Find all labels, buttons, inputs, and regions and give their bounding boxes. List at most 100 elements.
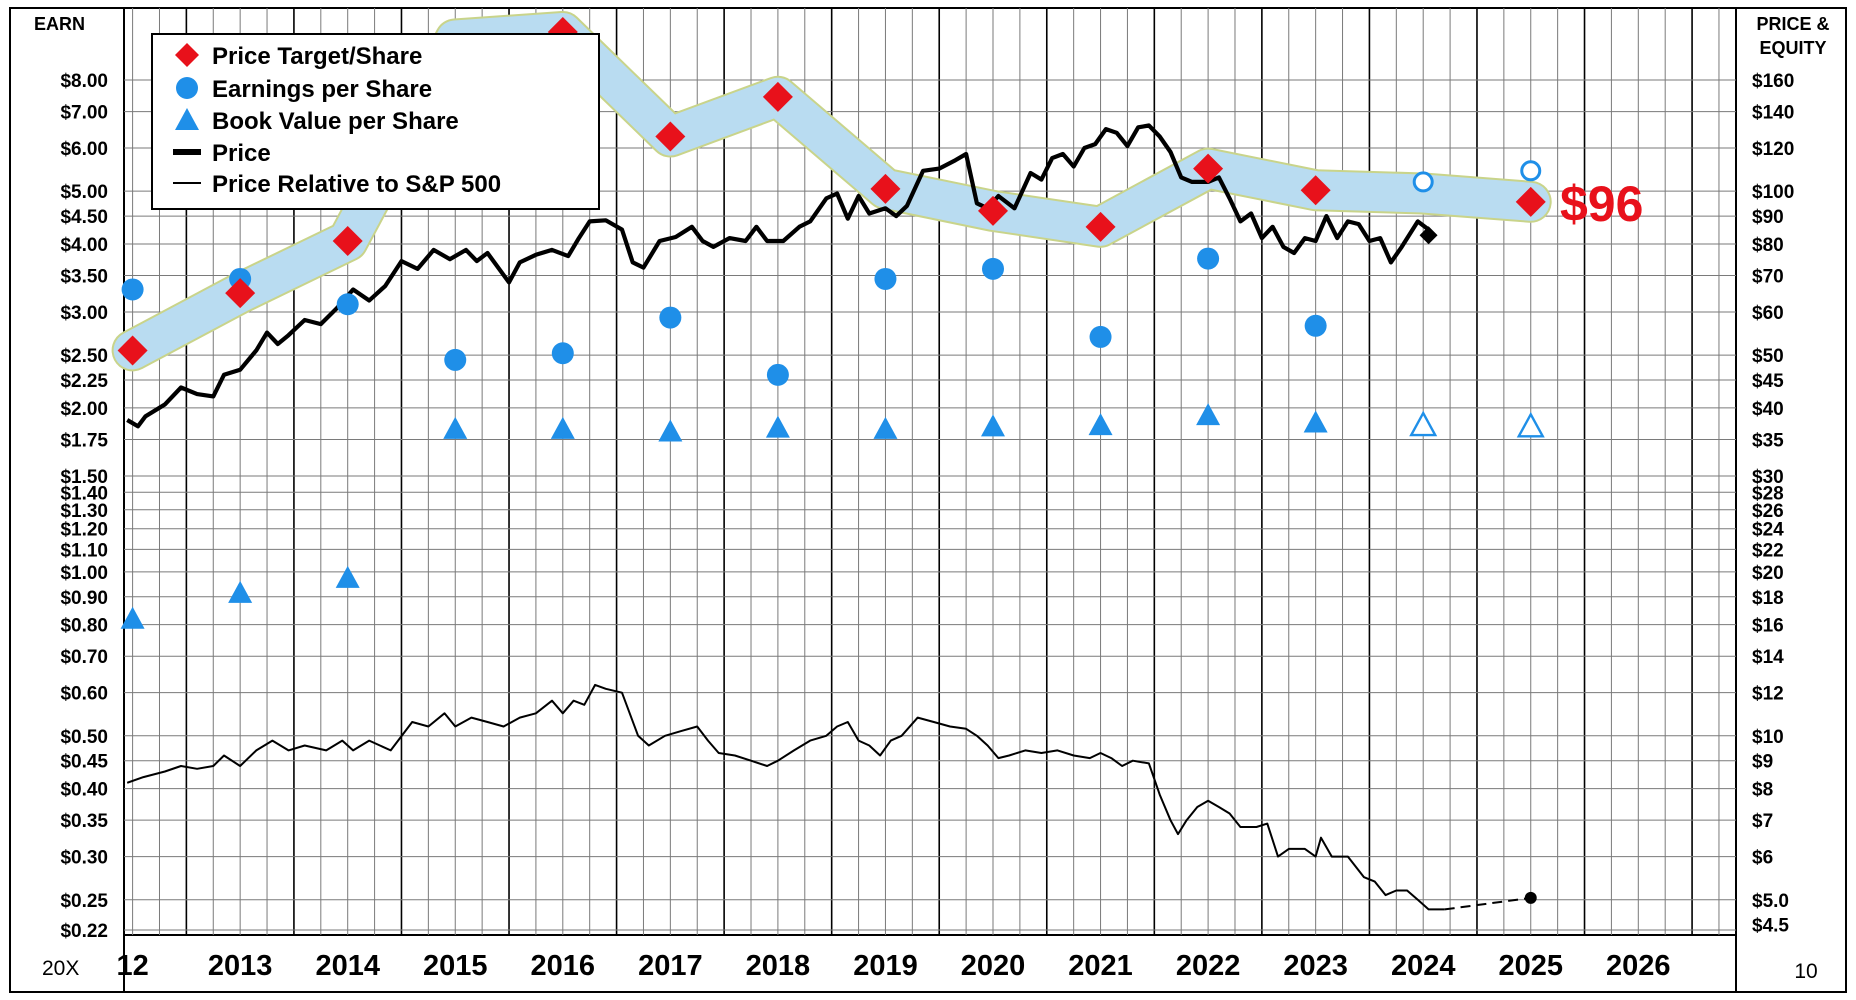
left-tick-label: $2.25 [60,371,108,392]
x-tick-label: 2022 [1176,950,1241,982]
x-tick-label: 2016 [531,950,596,982]
eps-marker [874,267,897,290]
price-target-marker [225,278,256,309]
right-tick-label: $7 [1752,811,1773,832]
left-tick-label: $1.30 [60,501,108,522]
eps-marker [766,363,789,386]
eps-marker [1089,325,1112,348]
right-tick-label: $60 [1752,303,1784,324]
book-value-marker [120,606,145,629]
book-value-marker [335,565,360,588]
right-tick-label: $26 [1752,501,1784,522]
price-target-marker [117,335,148,366]
right-tick-label: $8 [1752,780,1773,801]
eps-marker [1304,314,1327,337]
right-tick-label: $80 [1752,235,1784,256]
book-value-marker [873,416,898,439]
right-tick-label: $50 [1752,346,1784,367]
right-tick-label: $16 [1752,616,1784,637]
right-axis-title-line-2: EQUITY [1759,38,1826,58]
right-tick-label: $120 [1752,139,1794,160]
legend-box [151,33,600,210]
left-axis-title: EARN [34,14,85,34]
legend-label-relative: Price Relative to S&P 500 [212,171,501,198]
price-target-marker [655,121,686,152]
book-value-marker [1516,411,1545,438]
right-tick-label: $90 [1752,207,1784,228]
corner-label-left: 20X [42,957,79,980]
left-tick-label: $0.22 [60,921,108,942]
left-tick-label: $5.00 [60,182,108,203]
left-tick-label: $1.75 [60,430,108,451]
left-tick-label: $1.20 [60,520,108,541]
x-tick-label: 2019 [853,950,918,982]
right-tick-label: $12 [1752,684,1784,705]
legend-label-price: Price [212,140,271,167]
outer-frame [9,7,1847,993]
left-tick-label: $0.35 [60,811,108,832]
right-axis-title-line-1: PRICE & [1756,14,1829,34]
left-tick-label: $1.40 [60,483,108,504]
book-value-marker [550,416,575,439]
right-tick-label: $28 [1752,483,1784,504]
right-tick-label: $20 [1752,563,1784,584]
right-tick-label: $10 [1752,727,1784,748]
eps-marker [551,342,574,365]
left-tick-label: $3.50 [60,267,108,288]
right-tick-label: $70 [1752,267,1784,288]
left-tick-label: $8.00 [60,71,108,92]
right-tick-label: $40 [1752,399,1784,420]
x-tick-label: 2025 [1498,950,1563,982]
x-tick-label: 2013 [208,950,273,982]
left-tick-label: $2.00 [60,399,108,420]
book-value-marker [228,580,253,603]
book-value-marker [981,414,1005,437]
price-line [126,123,1430,429]
price-target-marker [978,195,1008,226]
price-target-marker [762,81,793,112]
legend-diamond-icon [175,43,199,67]
left-tick-label: $0.90 [60,588,108,609]
left-tick-label: $0.80 [60,616,108,637]
book-value-marker [765,415,790,438]
book-value-marker [1303,410,1328,433]
legend-label-eps: Earnings per Share [212,76,432,103]
right-tick-label: $9 [1752,752,1773,773]
left-tick-label: $4.50 [60,207,108,228]
left-tick-label: $0.45 [60,752,108,773]
legend-label-price-target: Price Target/Share [212,43,422,70]
left-tick-label: $2.50 [60,346,108,367]
left-tick-label: $0.25 [60,891,108,912]
left-tick-label: $6.00 [60,139,108,160]
x-tick-label: 2020 [961,950,1026,982]
x-tick-label: 2017 [638,950,703,982]
left-tick-label: $1.00 [60,563,108,584]
x-tick-label: 2026 [1606,950,1671,982]
price-target-marker [1300,175,1331,206]
eps-marker [121,278,144,301]
x-tick-label: 12 [116,950,148,982]
left-tick-label: $4.00 [60,235,108,256]
x-tick-label: 2023 [1283,950,1348,982]
price-target-marker [332,226,363,257]
right-tick-label: $100 [1752,182,1794,203]
left-tick-label: $0.40 [60,780,108,801]
right-tick-label: $18 [1752,588,1784,609]
right-tick-label: $5.0 [1752,891,1789,912]
right-tick-label: $140 [1752,103,1794,124]
relative-projection-dot [1524,891,1537,904]
legend: Price Target/Share Earnings per Share Bo… [151,33,600,210]
right-tick-label: $6 [1752,848,1773,869]
left-tick-label: $1.50 [60,467,108,488]
price-latest-marker [1419,226,1438,245]
x-tick-label: 2018 [746,950,811,982]
left-tick-label: $0.50 [60,727,108,748]
price-target-marker [1515,186,1546,217]
right-tick-label: $160 [1752,71,1794,92]
eps-marker [1412,171,1434,193]
price-target-marker [1085,211,1116,242]
price-target-callout: $96 [1560,176,1643,232]
right-tick-label: $22 [1752,540,1784,561]
relative-projection-line [1444,896,1531,911]
x-tick-label: 2024 [1391,950,1456,982]
